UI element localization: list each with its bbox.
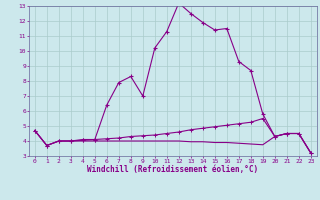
X-axis label: Windchill (Refroidissement éolien,°C): Windchill (Refroidissement éolien,°C): [87, 165, 258, 174]
